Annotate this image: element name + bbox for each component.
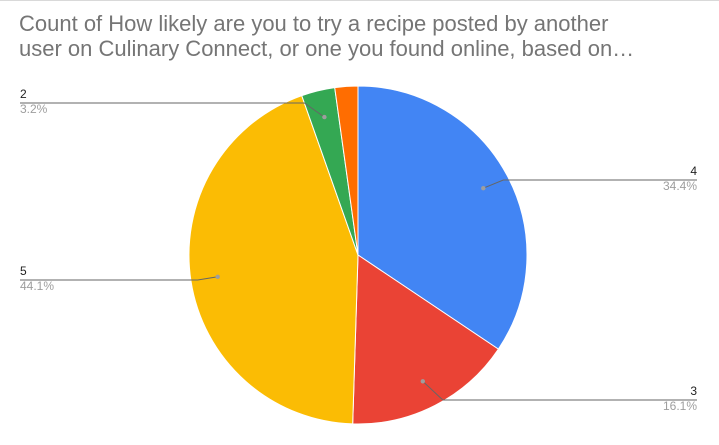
slice-percent-5: 44.1% [20, 279, 54, 293]
slice-label-3: 3 [690, 384, 697, 398]
chart-title-line-1: Count of How likely are you to try a rec… [19, 11, 609, 36]
leader-dot-4 [481, 186, 486, 191]
slice-percent-3: 16.1% [663, 399, 697, 413]
leader-dot-2 [322, 114, 327, 120]
chart-title-line-2: user on Culinary Connect, or one you fou… [19, 36, 635, 61]
leader-dot-3 [420, 379, 425, 384]
pie-slice-5[interactable] [188, 94, 359, 425]
leader-line-4 [483, 179, 697, 189]
pie-slice-3[interactable] [352, 254, 500, 425]
pie-slice-other[interactable] [334, 85, 359, 256]
leader-line-5 [20, 276, 218, 281]
slice-percent-4: 34.4% [663, 179, 697, 193]
leader-dot-5 [215, 274, 220, 279]
slice-percent-2: 3.2% [20, 102, 48, 116]
leader-line-2 [20, 102, 325, 118]
leader-line-3 [422, 380, 697, 401]
slice-label-4: 4 [690, 164, 697, 178]
chart-title: Count of How likely are you to try a rec… [19, 11, 709, 61]
slice-label-5: 5 [20, 264, 27, 278]
slice-label-2: 2 [20, 87, 27, 101]
pie-slice-4[interactable] [357, 85, 528, 350]
